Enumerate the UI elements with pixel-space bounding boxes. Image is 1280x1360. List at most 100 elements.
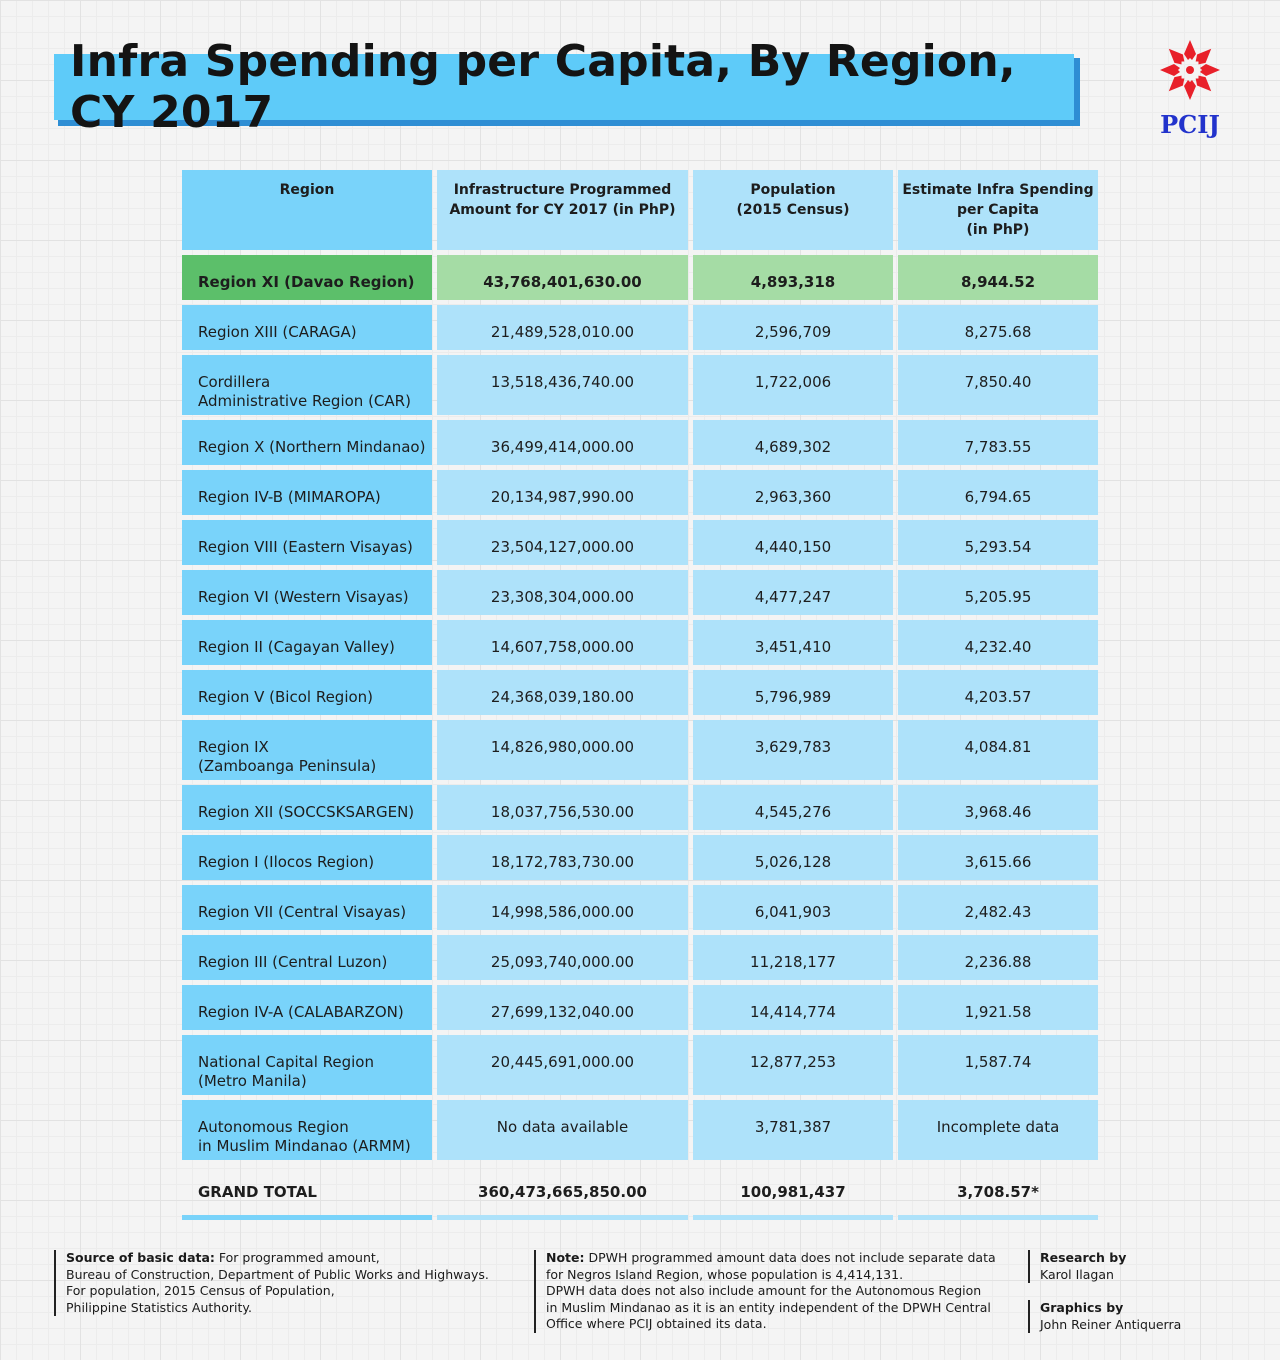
population-cell: 2,596,709 (693, 305, 893, 350)
region-cell: Region XIII (CARAGA) (182, 305, 432, 350)
table-row: Region VI (Western Visayas) 23,308,304,00… (182, 570, 1098, 615)
header-region: Region (182, 170, 432, 250)
region-cell: Region V (Bicol Region) (182, 670, 432, 715)
per-capita-cell: 2,236.88 (898, 935, 1098, 980)
population-cell: 4,545,276 (693, 785, 893, 830)
graphics-credit: Graphics by John Reiner Antiquerra (1028, 1300, 1228, 1333)
per-capita-cell: 4,232.40 (898, 620, 1098, 665)
amount-cell: 25,093,740,000.00 (437, 935, 688, 980)
population-cell: 5,026,128 (693, 835, 893, 880)
table-row: Region V (Bicol Region) 24,368,039,180.00… (182, 670, 1098, 715)
table-bottom-border (182, 1215, 1098, 1220)
population-cell: 3,451,410 (693, 620, 893, 665)
amount-cell: 36,499,414,000.00 (437, 420, 688, 465)
header-amount: Infrastructure Programmed Amount for CY 2… (437, 170, 688, 250)
population-cell: 11,218,177 (693, 935, 893, 980)
population-cell: 2,963,360 (693, 470, 893, 515)
region-cell: Region VI (Western Visayas) (182, 570, 432, 615)
amount-cell: 14,826,980,000.00 (437, 720, 688, 780)
population-cell: 4,477,247 (693, 570, 893, 615)
table-row: Region XII (SOCCSKSARGEN) 18,037,756,530.… (182, 785, 1098, 830)
table-row: Region VII (Central Visayas) 14,998,586,0… (182, 885, 1098, 930)
grand-total-row: GRAND TOTAL 360,473,665,850.00 100,981,4… (182, 1165, 1098, 1210)
table-row: Region IV-A (CALABARZON) 27,699,132,040.0… (182, 985, 1098, 1030)
amount-cell: 27,699,132,040.00 (437, 985, 688, 1030)
per-capita-cell: 5,205.95 (898, 570, 1098, 615)
region-cell: Region III (Central Luzon) (182, 935, 432, 980)
population-cell: 3,629,783 (693, 720, 893, 780)
per-capita-cell: 5,293.54 (898, 520, 1098, 565)
research-credit: Research by Karol Ilagan (1028, 1250, 1228, 1283)
region-cell: Region XII (SOCCSKSARGEN) (182, 785, 432, 830)
table-row: Autonomous Region in Muslim Mindanao (ARM… (182, 1100, 1098, 1160)
amount-cell: 43,768,401,630.00 (437, 255, 688, 300)
table-row: Region III (Central Luzon) 25,093,740,000… (182, 935, 1098, 980)
amount-cell: 23,308,304,000.00 (437, 570, 688, 615)
page-title: Infra Spending per Capita, By Region, CY… (54, 36, 1074, 138)
region-cell: Region I (Ilocos Region) (182, 835, 432, 880)
per-capita-cell: 1,587.74 (898, 1035, 1098, 1095)
pcij-logo-text: PCIJ (1160, 110, 1220, 139)
total-per-capita: 3,708.57* (957, 1183, 1039, 1201)
per-capita-cell: 8,275.68 (898, 305, 1098, 350)
population-cell: 14,414,774 (693, 985, 893, 1030)
table-row: Region X (Northern Mindanao) 36,499,414,0… (182, 420, 1098, 465)
per-capita-cell: 8,944.52 (898, 255, 1098, 300)
region-cell: Region IX (Zamboanga Peninsula) (182, 720, 432, 780)
table-header-row: Region Infrastructure Programmed Amount f… (182, 170, 1098, 250)
per-capita-cell: 7,850.40 (898, 355, 1098, 415)
data-note: Note: DPWH programmed amount data does n… (534, 1250, 1004, 1333)
table-row: Region XIII (CARAGA) 21,489,528,010.00 2,5… (182, 305, 1098, 350)
per-capita-cell: 2,482.43 (898, 885, 1098, 930)
region-cell: Region XI (Davao Region) (182, 255, 432, 300)
population-cell: 4,440,150 (693, 520, 893, 565)
amount-cell: 14,607,758,000.00 (437, 620, 688, 665)
source-note: Source of basic data: For programmed amo… (54, 1250, 514, 1316)
region-cell: National Capital Region (Metro Manila) (182, 1035, 432, 1095)
pcij-pen-nib-logo-icon (1160, 40, 1220, 100)
population-cell: 5,796,989 (693, 670, 893, 715)
region-cell: Region X (Northern Mindanao) (182, 420, 432, 465)
per-capita-cell: Incomplete data (898, 1100, 1098, 1160)
population-cell: 4,893,318 (693, 255, 893, 300)
table-row: National Capital Region (Metro Manila) 20,… (182, 1035, 1098, 1095)
table-row: Region VIII (Eastern Visayas) 23,504,127,… (182, 520, 1098, 565)
region-cell: Cordillera Administrative Region (CAR) (182, 355, 432, 415)
table-row: Region II (Cagayan Valley) 14,607,758,000… (182, 620, 1098, 665)
region-cell: Region IV-B (MIMAROPA) (182, 470, 432, 515)
per-capita-cell: 4,084.81 (898, 720, 1098, 780)
population-cell: 6,041,903 (693, 885, 893, 930)
table-row: Cordillera Administrative Region (CAR) 13,… (182, 355, 1098, 415)
spending-table: Region Infrastructure Programmed Amount f… (182, 170, 1098, 1220)
per-capita-cell: 1,921.58 (898, 985, 1098, 1030)
population-cell: 4,689,302 (693, 420, 893, 465)
amount-cell: 23,504,127,000.00 (437, 520, 688, 565)
total-label: GRAND TOTAL (198, 1183, 317, 1201)
amount-cell: 20,445,691,000.00 (437, 1035, 688, 1095)
region-cell: Region II (Cagayan Valley) (182, 620, 432, 665)
header-population: Population (2015 Census) (693, 170, 893, 250)
amount-cell: 21,489,528,010.00 (437, 305, 688, 350)
header-per-capita: Estimate Infra Spending per Capita (in PhP… (898, 170, 1098, 250)
per-capita-cell: 6,794.65 (898, 470, 1098, 515)
region-cell: Autonomous Region in Muslim Mindanao (ARM… (182, 1100, 432, 1160)
table-row: Region IX (Zamboanga Peninsula) 14,826,980… (182, 720, 1098, 780)
table-row: Region I (Ilocos Region) 18,172,783,730.0… (182, 835, 1098, 880)
amount-cell: 13,518,436,740.00 (437, 355, 688, 415)
population-cell: 3,781,387 (693, 1100, 893, 1160)
amount-cell: 18,172,783,730.00 (437, 835, 688, 880)
region-cell: Region VII (Central Visayas) (182, 885, 432, 930)
region-cell: Region IV-A (CALABARZON) (182, 985, 432, 1030)
population-cell: 1,722,006 (693, 355, 893, 415)
amount-cell: No data available (437, 1100, 688, 1160)
table-row: Region XI (Davao Region) 43,768,401,630.0… (182, 255, 1098, 300)
per-capita-cell: 4,203.57 (898, 670, 1098, 715)
amount-cell: 20,134,987,990.00 (437, 470, 688, 515)
amount-cell: 14,998,586,000.00 (437, 885, 688, 930)
population-cell: 12,877,253 (693, 1035, 893, 1095)
per-capita-cell: 7,783.55 (898, 420, 1098, 465)
per-capita-cell: 3,615.66 (898, 835, 1098, 880)
total-population: 100,981,437 (740, 1183, 846, 1201)
table-row: Region IV-B (MIMAROPA) 20,134,987,990.00 2… (182, 470, 1098, 515)
amount-cell: 24,368,039,180.00 (437, 670, 688, 715)
